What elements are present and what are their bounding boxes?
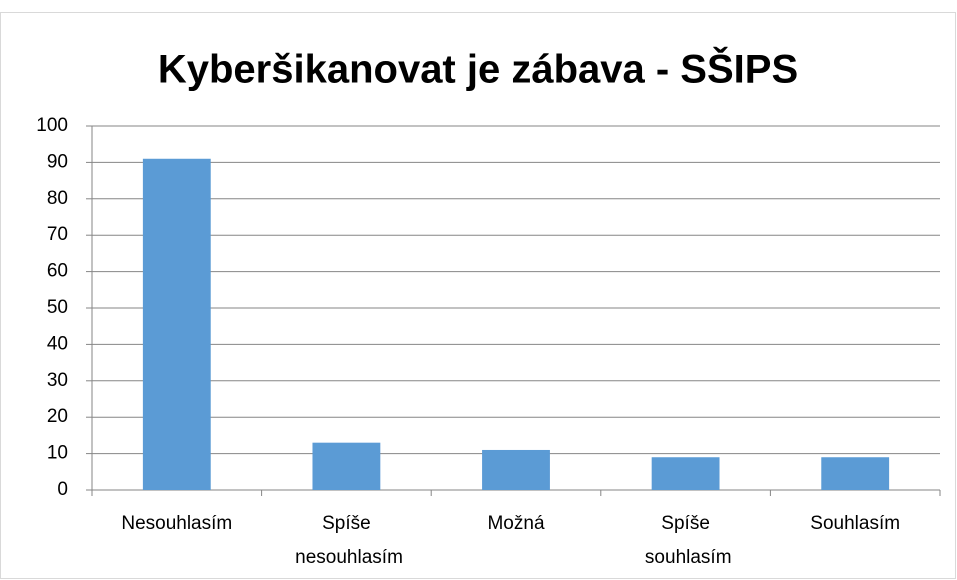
y-tick-label: 10 bbox=[47, 443, 68, 464]
x-tick-label: Možná bbox=[487, 513, 544, 534]
y-tick-label: 40 bbox=[47, 333, 68, 354]
bar bbox=[482, 449, 550, 490]
bar bbox=[142, 158, 211, 490]
bar bbox=[312, 442, 381, 490]
bar bbox=[821, 457, 890, 490]
y-tick-label: 80 bbox=[47, 188, 68, 209]
y-tick-label: 0 bbox=[57, 479, 68, 500]
x-tick-label: Souhlasím bbox=[810, 513, 900, 534]
y-tick-label: 50 bbox=[47, 297, 68, 318]
x-tick-label: Spíše nesouhlasím bbox=[290, 513, 403, 568]
x-tick-label: Spíše souhlasím bbox=[640, 513, 732, 568]
y-tick-label: 70 bbox=[47, 224, 68, 245]
y-tick-label: 60 bbox=[47, 261, 68, 282]
x-tick-label: Nesouhlasím bbox=[121, 513, 232, 534]
bar bbox=[651, 457, 720, 490]
y-tick-label: 30 bbox=[47, 370, 68, 391]
chart-title: Kyberšikanovat je zábava - SŠIPS bbox=[158, 46, 798, 92]
y-tick-label: 90 bbox=[47, 151, 68, 172]
y-tick-label: 100 bbox=[36, 115, 68, 136]
y-tick-label: 20 bbox=[47, 406, 68, 427]
